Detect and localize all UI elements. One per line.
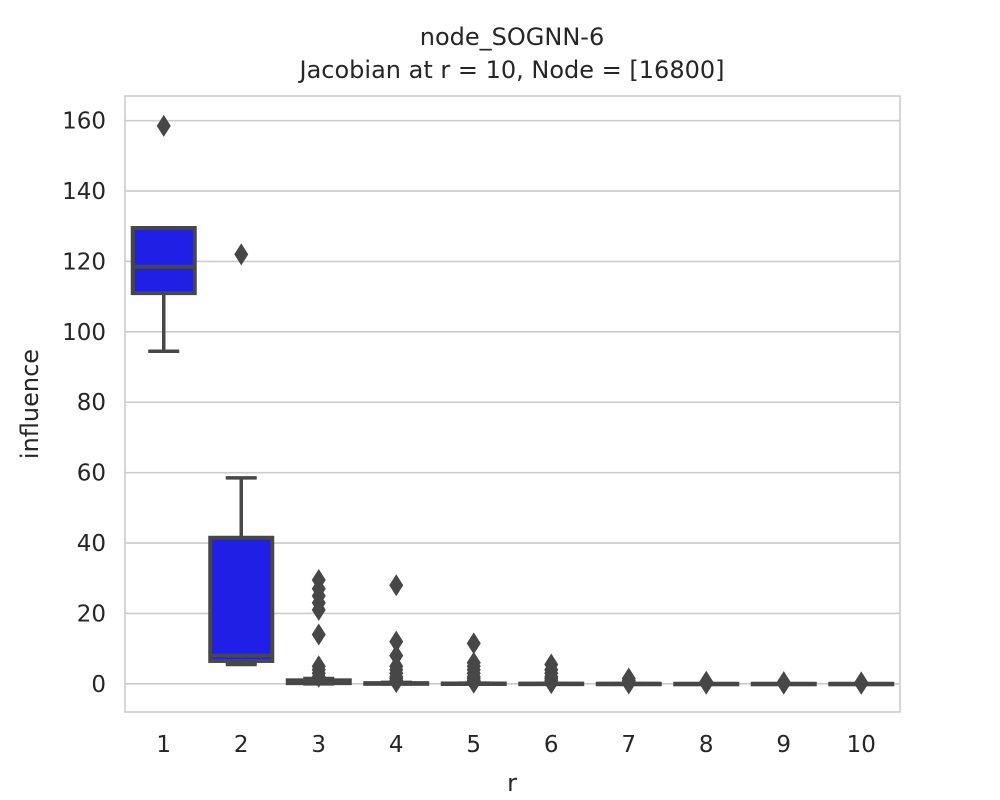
boxes	[130, 114, 895, 695]
y-tick-label: 160	[62, 109, 106, 135]
x-axis-label: r	[507, 769, 517, 797]
y-tick-label: 80	[77, 390, 106, 416]
y-tick-labels: 0 20 40 60 80 100 120 140 160	[62, 109, 106, 698]
box-group	[130, 114, 197, 353]
x-tick-label: 2	[234, 732, 249, 758]
box-group	[750, 671, 817, 695]
outlier-point	[311, 655, 326, 678]
box-group	[518, 653, 585, 695]
chart-subtitle: Jacobian at r = 10, Node = [16800]	[298, 56, 725, 84]
box-group	[285, 569, 352, 688]
y-tick-label: 40	[77, 531, 106, 557]
x-tick-label: 10	[847, 732, 876, 758]
outlier-point	[311, 569, 326, 591]
y-tick-label: 100	[62, 320, 106, 346]
outlier-point	[389, 630, 404, 653]
outlier-point	[389, 644, 404, 667]
box-group	[363, 574, 430, 694]
outlier-point	[621, 667, 636, 690]
outlier-point	[389, 574, 404, 597]
outlier-point	[544, 653, 559, 676]
x-tick-label: 1	[156, 732, 171, 758]
box-group	[208, 243, 275, 667]
y-tick-label: 120	[62, 249, 106, 275]
y-tick-label: 0	[91, 672, 106, 698]
chart-title: node_SOGNN-6	[420, 23, 604, 51]
x-tick-label: 6	[544, 732, 559, 758]
outlier-point	[311, 623, 326, 646]
y-tick-label: 140	[62, 179, 106, 205]
x-tick-labels: 1 2 3 4 5 6 7 8 9 10	[156, 732, 875, 758]
outlier-point	[699, 670, 714, 693]
y-axis-label: influence	[16, 349, 44, 459]
outlier-point	[234, 243, 249, 266]
outlier-point	[466, 632, 481, 655]
box-group	[673, 670, 740, 695]
x-tick-label: 8	[699, 732, 714, 758]
x-tick-label: 7	[621, 732, 636, 758]
box-group	[828, 671, 895, 695]
box-group	[595, 667, 662, 695]
y-tick-label: 20	[77, 601, 106, 627]
outlier-point	[156, 114, 171, 137]
box-iqr	[130, 226, 197, 296]
y-tick-label: 60	[77, 461, 106, 487]
x-tick-label: 4	[389, 732, 404, 758]
outlier-point	[466, 651, 481, 674]
outlier-point	[854, 671, 869, 694]
box-group	[440, 632, 507, 694]
x-tick-label: 3	[311, 732, 326, 758]
outlier-point	[776, 671, 791, 694]
box-iqr	[208, 535, 275, 663]
x-tick-label: 9	[776, 732, 791, 758]
x-tick-label: 5	[466, 732, 481, 758]
